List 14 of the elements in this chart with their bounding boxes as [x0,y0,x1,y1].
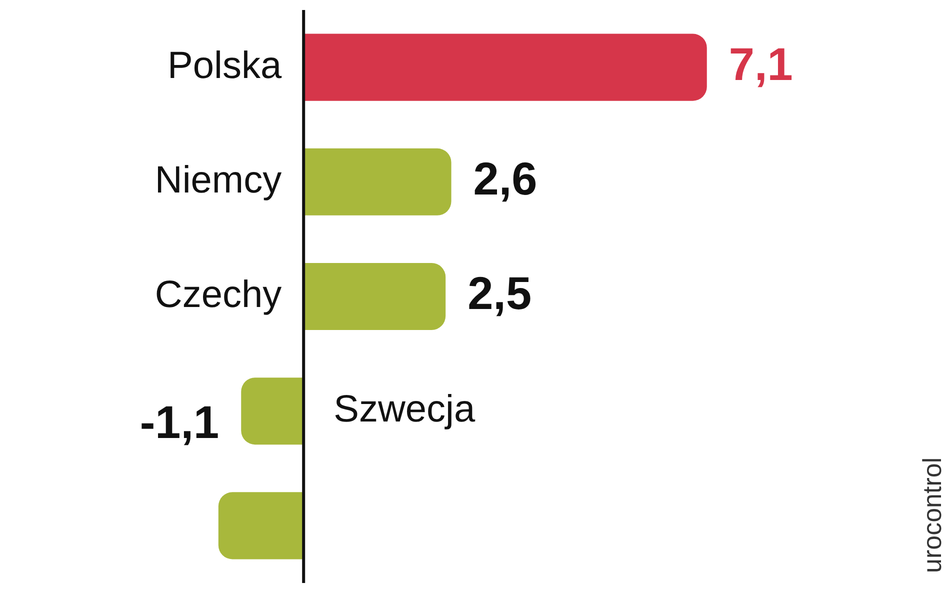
data-label: 2,5 [468,267,532,320]
y-tick-label: Niemcy [154,159,282,202]
bar [304,34,707,101]
y-tick-label: Szwecja [334,388,476,431]
text: urocontrol [917,457,948,573]
bar [304,262,446,330]
data-label: -1,1 [140,396,220,448]
data-label: 2,6 [473,152,538,205]
y-tick-label: Polska [168,44,282,87]
bar [304,148,452,216]
bar [241,378,304,445]
data-label: 7,1 [728,38,793,90]
bar [218,492,304,560]
y-tick-label: Czechy [154,274,282,316]
